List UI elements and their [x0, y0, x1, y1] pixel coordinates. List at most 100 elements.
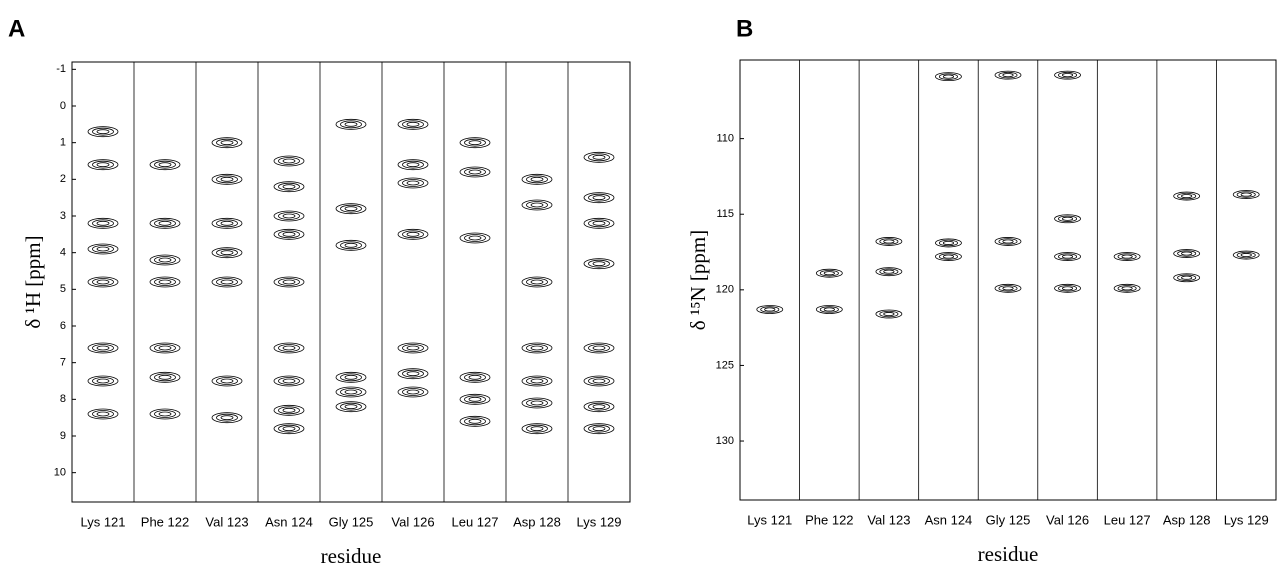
y-axis-label: δ ¹⁵N [ppm] [686, 230, 710, 331]
contour [592, 426, 606, 432]
contour [942, 254, 955, 259]
cross-peak [273, 404, 305, 416]
contour [154, 373, 176, 382]
x-tick-label: Val 126 [391, 514, 434, 529]
y-tick-label: 7 [60, 357, 66, 369]
contour [1236, 251, 1256, 259]
contour [1232, 250, 1260, 260]
contour [282, 231, 296, 237]
contour [278, 212, 300, 220]
contour [406, 389, 420, 395]
cross-peak [273, 155, 305, 167]
cross-peak [87, 408, 119, 420]
contour [402, 230, 424, 239]
panel-label: A [8, 15, 25, 42]
cross-peak [1173, 249, 1201, 258]
cross-peak [815, 268, 843, 278]
contour [149, 408, 181, 420]
contour [282, 279, 296, 285]
cross-peak [583, 401, 615, 413]
cross-peak [1232, 250, 1260, 260]
contour [1061, 216, 1074, 221]
x-tick-label: Leu 127 [452, 514, 499, 529]
contour [340, 241, 362, 250]
cross-peak [87, 243, 119, 255]
contour [273, 404, 305, 416]
contour [875, 237, 903, 246]
contour [282, 407, 296, 413]
cross-peak [211, 217, 243, 229]
contour [344, 389, 358, 395]
y-tick-label: 10 [54, 467, 66, 479]
contour [994, 283, 1022, 293]
cross-peak [211, 137, 243, 149]
contour [815, 268, 843, 278]
x-tick-label: Val 123 [867, 512, 910, 527]
contour [1061, 254, 1074, 259]
cross-peak [583, 217, 615, 229]
y-axis-label: δ ¹H [ppm] [21, 235, 45, 328]
contour [526, 278, 548, 286]
cross-peak [583, 375, 615, 387]
cross-peak [211, 247, 243, 259]
contour [588, 344, 610, 352]
cross-peak [335, 118, 367, 130]
contour [397, 118, 429, 130]
contour [216, 175, 238, 184]
plot-frame [739, 59, 1277, 501]
contour [530, 202, 544, 208]
cross-peak [397, 228, 429, 240]
cross-peak [211, 375, 243, 387]
contour [335, 386, 367, 398]
x-axis-label: residue [978, 542, 1039, 566]
cross-peak [935, 252, 962, 261]
contour [1058, 253, 1078, 260]
cross-peak [1054, 70, 1081, 80]
contour [883, 239, 895, 244]
y-tick-label: 9 [60, 430, 66, 442]
contour [278, 424, 300, 433]
cross-peak [397, 368, 429, 380]
cross-peak [87, 375, 119, 387]
contour [1117, 253, 1137, 260]
contour [282, 426, 296, 432]
contour [96, 279, 110, 285]
cross-peak [397, 342, 429, 354]
contour [1177, 250, 1197, 257]
cross-peak [521, 276, 553, 288]
contour [340, 204, 362, 213]
contour [344, 242, 358, 248]
contour [464, 417, 486, 426]
contour [760, 306, 780, 313]
contour [823, 271, 835, 276]
contour [1236, 191, 1256, 198]
contour [938, 239, 958, 247]
cross-peak [335, 203, 367, 215]
contour [468, 235, 482, 241]
contour [464, 138, 486, 147]
contour [87, 243, 119, 255]
contour [154, 256, 176, 264]
contour [211, 412, 243, 424]
contour [938, 253, 958, 260]
contour [149, 342, 181, 354]
y-tick-label: 8 [60, 393, 66, 405]
contour [459, 415, 491, 427]
cross-peak [397, 177, 429, 189]
contour [468, 140, 482, 146]
cross-peak [87, 342, 119, 354]
x-tick-label: Asn 124 [925, 512, 973, 527]
contour [1240, 253, 1252, 258]
contour [935, 72, 962, 82]
cross-peak [273, 181, 305, 193]
contour [397, 177, 429, 189]
x-tick-label: Phe 122 [141, 514, 189, 529]
contour [220, 378, 234, 384]
cross-peak [875, 309, 903, 319]
contour [459, 393, 491, 405]
cross-peak [1054, 283, 1081, 293]
contour [158, 220, 172, 226]
contour [588, 219, 610, 228]
contour [154, 344, 176, 352]
cross-peak [521, 375, 553, 387]
